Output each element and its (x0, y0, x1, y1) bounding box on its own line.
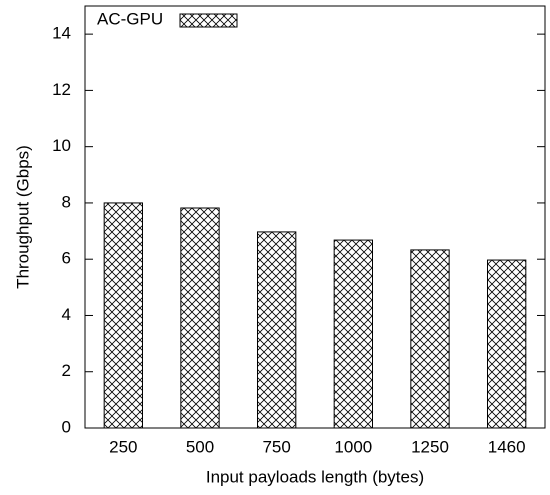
x-tick-label: 1000 (334, 437, 372, 456)
y-tick-label: 6 (62, 249, 71, 268)
bar (103, 202, 143, 429)
bar (333, 239, 373, 429)
bar (410, 249, 450, 429)
x-tick-label: 1460 (488, 437, 526, 456)
x-tick-label: 750 (262, 437, 290, 456)
y-tick-label: 10 (52, 136, 71, 155)
y-tick-label: 12 (52, 80, 71, 99)
x-tick-label: 250 (109, 437, 137, 456)
y-tick-label: 2 (62, 361, 71, 380)
y-axis-label: Throughput (Gbps) (13, 145, 32, 289)
y-tick-label: 0 (62, 417, 71, 436)
x-axis-label: Input payloads length (bytes) (206, 467, 424, 486)
x-tick-label: 500 (186, 437, 214, 456)
legend-swatch (179, 13, 238, 28)
y-tick-label: 14 (52, 24, 71, 43)
legend-label: AC-GPU (97, 9, 163, 28)
bar (180, 207, 220, 429)
y-tick-label: 8 (62, 192, 71, 211)
bar (257, 231, 297, 429)
plot-frame (84, 5, 546, 429)
bar (487, 259, 527, 429)
x-tick-label: 1250 (411, 437, 449, 456)
y-tick-label: 4 (62, 305, 71, 324)
